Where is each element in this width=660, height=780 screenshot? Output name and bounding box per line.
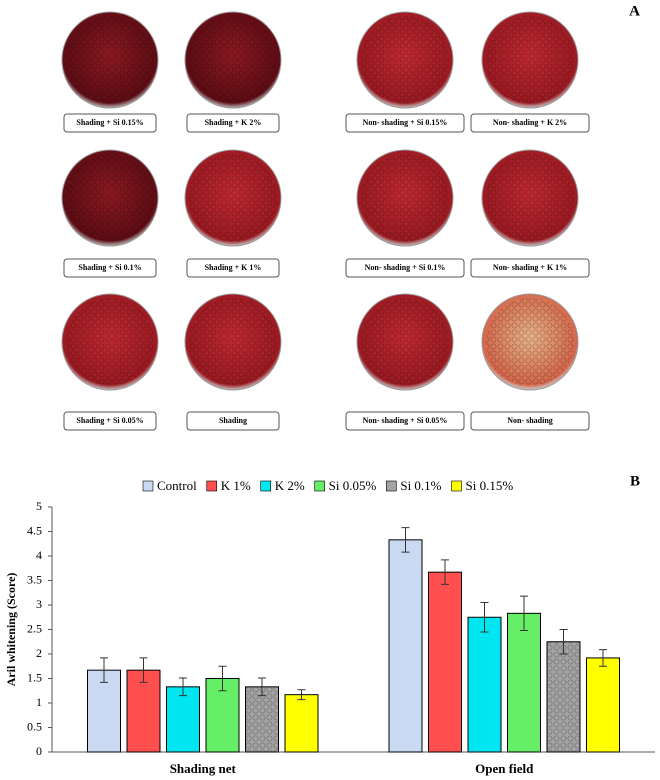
plate-label: Shading + Si 0.1% bbox=[78, 263, 141, 272]
y-tick-label: 1.5 bbox=[27, 670, 42, 684]
label-box bbox=[63, 113, 157, 133]
label-box bbox=[470, 258, 590, 278]
y-tick-label: 1 bbox=[36, 695, 42, 709]
error-bar bbox=[297, 689, 306, 701]
label-box bbox=[63, 258, 157, 278]
plate-label: Non- shading bbox=[507, 416, 553, 425]
y-tick-label: 2.5 bbox=[27, 621, 42, 635]
arils bbox=[66, 154, 154, 242]
arils bbox=[189, 154, 277, 242]
y-tick-label: 5 bbox=[36, 499, 42, 513]
arils bbox=[66, 16, 154, 104]
arils bbox=[66, 298, 154, 386]
error-bar bbox=[599, 649, 607, 667]
plate-label: Non- shading + Si 0.15% bbox=[363, 118, 448, 127]
label-box bbox=[470, 411, 590, 431]
y-tick-label: 2 bbox=[36, 646, 42, 660]
bar bbox=[284, 694, 319, 753]
plate-label: Shading + K 2% bbox=[205, 118, 262, 127]
plate-label: Non- shading + K 1% bbox=[493, 263, 567, 272]
label-box bbox=[186, 411, 280, 431]
plate-label: Non- shading + K 2% bbox=[493, 118, 567, 127]
legend-swatch bbox=[206, 480, 218, 492]
plate-label: Shading + Si 0.15% bbox=[76, 118, 143, 127]
bar-texture bbox=[245, 686, 279, 752]
bar bbox=[126, 669, 161, 753]
bar bbox=[388, 539, 423, 753]
bar bbox=[166, 686, 200, 753]
arils bbox=[486, 154, 574, 242]
label-box bbox=[345, 258, 465, 278]
arils bbox=[361, 16, 449, 104]
error-bar bbox=[401, 527, 410, 553]
label-box bbox=[470, 113, 590, 133]
bar bbox=[428, 571, 462, 753]
error-bar bbox=[480, 602, 489, 633]
y-axis-label: Aril whitening (Score) bbox=[4, 573, 18, 687]
y-tick-label: 0 bbox=[36, 744, 42, 758]
bar bbox=[467, 616, 502, 753]
arils bbox=[189, 16, 277, 104]
label-box bbox=[186, 258, 280, 278]
legend-swatch bbox=[314, 480, 325, 492]
arils bbox=[361, 154, 449, 242]
legend-swatch bbox=[142, 480, 154, 492]
error-bar bbox=[100, 657, 108, 683]
y-tick-label: 3 bbox=[36, 597, 42, 611]
error-bar bbox=[441, 559, 449, 585]
legend-swatch bbox=[451, 480, 462, 492]
arils bbox=[361, 298, 449, 386]
error-bar bbox=[520, 595, 528, 631]
error-bar bbox=[179, 677, 187, 697]
plate-label: Shading + K 1% bbox=[205, 263, 262, 272]
x-tick-label: Open field bbox=[475, 761, 534, 776]
arils bbox=[486, 16, 574, 104]
legend-label: Si 0.05% bbox=[329, 478, 377, 493]
error-bar bbox=[218, 665, 227, 692]
label-box bbox=[345, 411, 465, 431]
bar bbox=[507, 612, 541, 753]
y-tick-label: 0.5 bbox=[27, 719, 42, 733]
error-bar bbox=[258, 677, 266, 697]
x-tick-label: Shading net bbox=[170, 761, 237, 776]
legend-label: K 1% bbox=[221, 478, 251, 493]
y-tick-label: 4.5 bbox=[27, 523, 42, 537]
legend-swatch bbox=[386, 480, 397, 492]
label-box bbox=[345, 113, 465, 133]
label-box bbox=[63, 411, 157, 431]
bar-texture bbox=[547, 641, 580, 752]
plate-label: Non- shading + Si 0.1% bbox=[365, 263, 446, 272]
legend-label: Si 0.1% bbox=[400, 478, 441, 493]
error-bar bbox=[139, 657, 148, 683]
legend-label: Si 0.15% bbox=[466, 478, 514, 493]
error-bar bbox=[559, 629, 568, 655]
panel-letter: A bbox=[629, 3, 640, 19]
panel-letter: B bbox=[630, 473, 640, 489]
plate-label: Shading + Si 0.05% bbox=[76, 416, 143, 425]
bar bbox=[586, 657, 620, 753]
label-box bbox=[186, 113, 280, 133]
plate-label: Shading bbox=[219, 416, 247, 425]
arils bbox=[486, 298, 574, 386]
legend-label: Control bbox=[157, 478, 197, 493]
panel-a: A bbox=[629, 3, 640, 19]
legend-swatch bbox=[260, 480, 272, 492]
y-tick-label: 3.5 bbox=[27, 572, 42, 586]
y-tick-label: 4 bbox=[36, 548, 42, 562]
legend-label: K 2% bbox=[275, 478, 305, 493]
arils bbox=[189, 298, 277, 386]
plate-label: Non- shading + Si 0.05% bbox=[363, 416, 448, 425]
